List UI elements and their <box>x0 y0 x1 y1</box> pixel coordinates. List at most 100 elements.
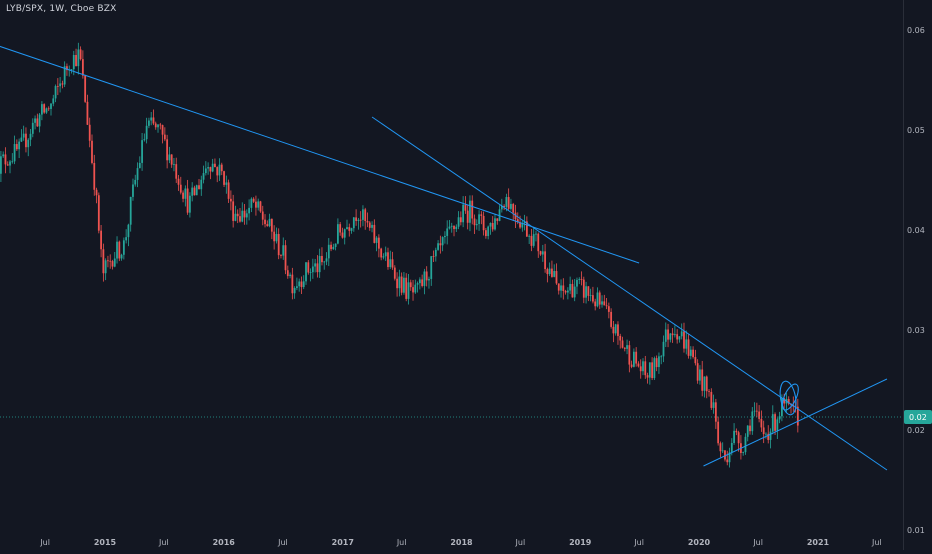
candle-body <box>77 49 80 67</box>
candle-body <box>658 356 660 368</box>
candle-body <box>783 398 786 404</box>
candle-body <box>525 221 528 237</box>
candle-body <box>573 286 576 298</box>
candle-body <box>523 221 526 224</box>
candle-body <box>400 276 403 293</box>
candle-body <box>327 244 330 259</box>
candle-body <box>685 339 688 349</box>
candle-body <box>29 133 32 140</box>
x-tick-label: 2015 <box>94 538 117 547</box>
candle-body <box>384 252 387 257</box>
annotation-ellipse[interactable] <box>778 380 799 416</box>
candle-body <box>405 277 408 299</box>
candle-body <box>207 167 210 169</box>
candle-body <box>630 364 633 367</box>
candle-body <box>601 301 603 305</box>
candle-body <box>694 357 697 364</box>
x-tick-label: Jul <box>277 538 288 547</box>
candle-body <box>646 375 649 378</box>
candle-body <box>532 234 535 246</box>
candle-body <box>412 287 414 293</box>
trendline[interactable] <box>0 42 640 264</box>
candle-body <box>696 363 699 381</box>
candle-body <box>129 196 132 225</box>
candle-body <box>232 201 235 221</box>
candle-body <box>551 268 553 277</box>
candle-body <box>282 245 285 256</box>
candle-body <box>437 243 439 250</box>
y-tick-label: 0.05 <box>907 126 925 135</box>
candle-body <box>343 229 346 238</box>
candle-body <box>580 279 583 280</box>
candle-body <box>141 140 143 163</box>
candle-body <box>464 204 467 211</box>
candle-body <box>539 251 542 255</box>
candle-body <box>13 144 16 162</box>
trendline[interactable] <box>371 116 888 471</box>
candle-body <box>248 207 250 214</box>
candle-body <box>780 398 783 417</box>
candle-body <box>660 356 663 358</box>
candle-body <box>425 271 428 281</box>
candle-body <box>15 144 18 150</box>
candle-body <box>639 366 642 372</box>
candle-body <box>494 218 496 230</box>
annotation-ellipse[interactable] <box>779 382 801 412</box>
candle-body <box>453 225 455 230</box>
candle-body <box>407 282 410 299</box>
candle-body <box>699 369 701 381</box>
candle-body <box>332 246 335 250</box>
candle-body <box>236 213 239 217</box>
candle-body <box>116 241 118 259</box>
candle-body <box>355 217 358 221</box>
candle-body <box>765 433 767 435</box>
candle-body <box>59 83 62 87</box>
y-tick-label: 0.06 <box>907 26 925 35</box>
candle-body <box>36 118 39 127</box>
candle-body <box>216 167 219 176</box>
candle-body <box>220 164 223 172</box>
candle-body <box>166 139 169 161</box>
candle-body <box>47 108 50 110</box>
candle-body <box>733 430 735 444</box>
candle-body <box>553 271 556 277</box>
candle-body <box>496 218 499 221</box>
candle-body <box>617 324 619 336</box>
candle-body <box>432 256 435 257</box>
candle-body <box>138 162 141 169</box>
candle-body <box>229 198 232 202</box>
candle-body <box>209 167 212 172</box>
candle-body <box>97 195 100 231</box>
candle-body <box>703 376 706 391</box>
candle-body <box>744 436 747 453</box>
candle-body <box>489 222 492 227</box>
candle-body <box>223 171 225 185</box>
candle-body <box>418 279 421 284</box>
candle-body <box>27 139 30 148</box>
candle-body <box>635 351 638 364</box>
candle-body <box>79 49 82 60</box>
candle-body <box>86 101 89 125</box>
candle-body <box>273 231 276 242</box>
x-tick-label: Jul <box>633 538 644 547</box>
candle-body <box>537 233 540 252</box>
candle-body <box>717 421 720 444</box>
candle-body <box>487 226 490 237</box>
candle-body <box>102 249 105 274</box>
candle-body <box>571 283 574 298</box>
trendline[interactable] <box>703 378 888 467</box>
candle-body <box>648 362 651 378</box>
candle-body <box>179 184 182 193</box>
candle-body <box>11 161 14 163</box>
candle-body <box>31 122 34 134</box>
candle-body <box>469 200 471 223</box>
candle-body <box>88 124 91 141</box>
candle-body <box>778 416 781 420</box>
candle-body <box>471 200 474 219</box>
candle-body <box>6 164 9 166</box>
candle-body <box>368 222 371 228</box>
candle-body <box>434 249 437 257</box>
candle-body <box>683 331 685 349</box>
